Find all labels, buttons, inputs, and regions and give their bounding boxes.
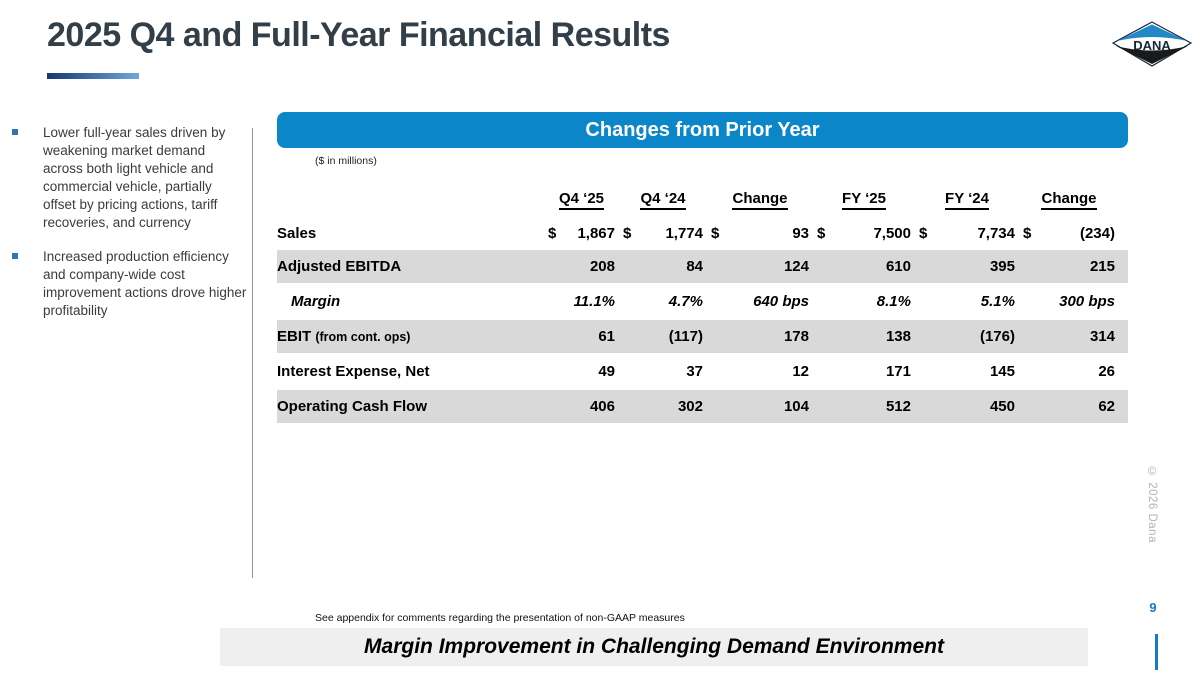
table-cell: 138 bbox=[885, 328, 911, 345]
table-cell: 302 bbox=[677, 398, 703, 415]
list-item: Lower full-year sales driven by weakenin… bbox=[12, 124, 248, 232]
column-header: Q4 ‘25 bbox=[540, 190, 615, 210]
table-cell: 178 bbox=[783, 328, 809, 345]
table-cell: (117) bbox=[668, 328, 703, 345]
table-cell: 145 bbox=[989, 363, 1015, 380]
table-cell: 171 bbox=[885, 363, 911, 380]
dana-logo-icon: DANA bbox=[1111, 20, 1193, 68]
key-points-list: Lower full-year sales driven by weakenin… bbox=[12, 124, 248, 336]
title-accent-underline bbox=[47, 73, 139, 79]
table-cell: $1,867 bbox=[548, 225, 615, 242]
table-cell: 8.1% bbox=[876, 293, 911, 310]
table-cell: $93 bbox=[711, 225, 809, 242]
table-cell: 208 bbox=[589, 258, 615, 275]
table-cell: 62 bbox=[1098, 398, 1115, 415]
table-cell: 450 bbox=[989, 398, 1015, 415]
column-header: Change bbox=[1015, 190, 1115, 210]
table-header-banner: Changes from Prior Year bbox=[277, 112, 1128, 148]
financial-table: Q4 ‘25 Q4 ‘24 Change FY ‘25 FY ‘24 Chang… bbox=[277, 186, 1128, 423]
row-label: Margin bbox=[291, 293, 341, 310]
table-cell: $1,774 bbox=[623, 225, 703, 242]
row-label: Sales bbox=[277, 225, 317, 242]
table-row-sales: Sales $1,867 $1,774 $93 $7,500 $7,734 $(… bbox=[277, 217, 1128, 250]
row-label: Operating Cash Flow bbox=[277, 398, 428, 415]
dollar-sign: $ bbox=[548, 225, 557, 242]
table-cell: 395 bbox=[989, 258, 1015, 275]
table-cell: 124 bbox=[783, 258, 809, 275]
dollar-sign: $ bbox=[817, 225, 826, 242]
dollar-sign: $ bbox=[1023, 225, 1032, 242]
table-cell: 12 bbox=[792, 363, 809, 380]
table-cell: 610 bbox=[885, 258, 911, 275]
table-cell: 11.1% bbox=[573, 293, 615, 310]
table-header-banner-text: Changes from Prior Year bbox=[585, 118, 820, 141]
list-item: Increased production efficiency and comp… bbox=[12, 248, 248, 320]
copyright-text: © 2026 Dana bbox=[1146, 466, 1158, 543]
column-header: FY ‘25 bbox=[809, 190, 911, 210]
page-number: 9 bbox=[1149, 600, 1157, 615]
svg-text:DANA: DANA bbox=[1133, 38, 1171, 53]
bullet-text: Lower full-year sales driven by weakenin… bbox=[43, 125, 226, 230]
column-header: FY ‘24 bbox=[911, 190, 1015, 210]
row-label-suffix: (from cont. ops) bbox=[315, 330, 411, 344]
appendix-footnote: See appendix for comments regarding the … bbox=[315, 612, 685, 624]
table-cell: 49 bbox=[598, 363, 615, 380]
table-cell: 37 bbox=[686, 363, 703, 380]
table-cell: 61 bbox=[598, 328, 615, 345]
bullet-icon bbox=[12, 129, 18, 135]
table-cell: 406 bbox=[589, 398, 615, 415]
table-cell: 4.7% bbox=[668, 293, 703, 310]
table-cell: 640 bps bbox=[753, 293, 809, 310]
table-row-interest-expense: Interest Expense, Net 49 37 12 171 145 2… bbox=[277, 355, 1128, 388]
table-cell: 84 bbox=[686, 258, 703, 275]
table-cell: 5.1% bbox=[980, 293, 1015, 310]
dollar-sign: $ bbox=[711, 225, 720, 242]
takeaway-banner: Margin Improvement in Challenging Demand… bbox=[220, 628, 1088, 666]
page-title: 2025 Q4 and Full-Year Financial Results bbox=[47, 16, 670, 54]
bullet-text: Increased production efficiency and comp… bbox=[43, 249, 247, 318]
row-label: Interest Expense, Net bbox=[277, 363, 430, 380]
dollar-sign: $ bbox=[623, 225, 632, 242]
units-note: ($ in millions) bbox=[315, 155, 377, 167]
column-header: Change bbox=[703, 190, 809, 210]
table-cell: (176) bbox=[979, 328, 1015, 345]
table-cell: 300 bps bbox=[1059, 293, 1115, 310]
dollar-sign: $ bbox=[919, 225, 928, 242]
vertical-divider bbox=[252, 128, 253, 578]
table-row-margin: Margin 11.1% 4.7% 640 bps 8.1% 5.1% 300 … bbox=[277, 285, 1128, 318]
table-cell: $ (234) bbox=[1023, 225, 1115, 242]
table-header-row: Q4 ‘25 Q4 ‘24 Change FY ‘25 FY ‘24 Chang… bbox=[277, 186, 1128, 214]
table-cell: 512 bbox=[885, 398, 911, 415]
takeaway-banner-text: Margin Improvement in Challenging Demand… bbox=[364, 635, 944, 658]
table-cell: 104 bbox=[783, 398, 809, 415]
table-row-ebit: EBIT (from cont. ops) 61 (117) 178 138 (… bbox=[277, 320, 1128, 353]
column-header: Q4 ‘24 bbox=[615, 190, 703, 210]
table-cell: 314 bbox=[1089, 328, 1115, 345]
table-cell: $7,734 bbox=[919, 225, 1015, 242]
table-cell: $7,500 bbox=[817, 225, 911, 242]
page-number-accent-line bbox=[1155, 634, 1158, 670]
table-cell: 215 bbox=[1089, 258, 1115, 275]
table-row-adjusted-ebitda: Adjusted EBITDA 208 84 124 610 395 215 bbox=[277, 250, 1128, 283]
row-label: Adjusted EBITDA bbox=[277, 258, 402, 275]
table-row-operating-cash-flow: Operating Cash Flow 406 302 104 512 450 … bbox=[277, 390, 1128, 423]
bullet-icon bbox=[12, 253, 18, 259]
table-cell: 26 bbox=[1098, 363, 1115, 380]
row-label: EBIT (from cont. ops) bbox=[277, 328, 411, 345]
